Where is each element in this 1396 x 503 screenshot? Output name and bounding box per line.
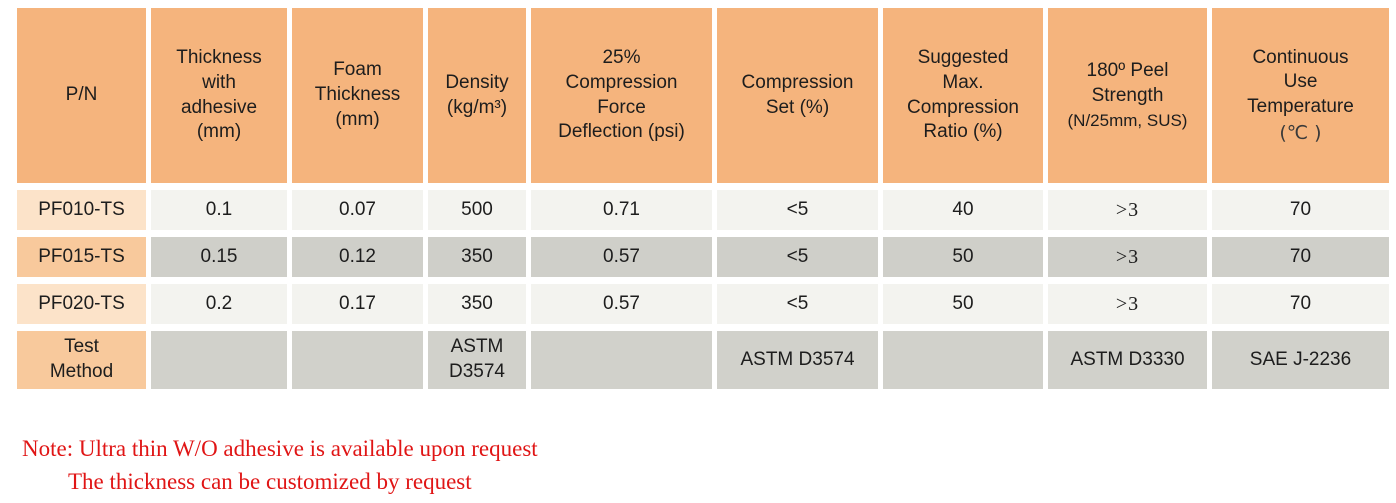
value-cell: <5: [717, 190, 878, 230]
header-row: P/N Thickness with adhesive (mm) Foam Th…: [17, 8, 1389, 183]
pn-cell: PF010-TS: [17, 190, 146, 230]
note: Note: Ultra thin W/O adhesive is availab…: [22, 432, 1396, 498]
column-header-sublabel: (℃ ): [1279, 121, 1322, 144]
value-cell: >3: [1048, 190, 1207, 230]
value-cell: 0.71: [531, 190, 712, 230]
value-cell: 50: [883, 237, 1043, 277]
column-header-label: 180º Peel Strength: [1086, 60, 1169, 106]
test-method-cell: ASTM D3574: [717, 331, 878, 389]
value-cell: 0.07: [292, 190, 423, 230]
value-cell: 50: [883, 284, 1043, 324]
column-header-label: P/N: [65, 84, 98, 106]
value-cell: <5: [717, 284, 878, 324]
table-row-pf010-ts: PF010-TS 0.1 0.07 500 0.71 <5 40 >3 70: [17, 190, 1389, 230]
value-cell: 0.17: [292, 284, 423, 324]
table-row-pf015-ts: PF015-TS 0.15 0.12 350 0.57 <5 50 >3 70: [17, 237, 1389, 277]
value-cell: 70: [1212, 237, 1389, 277]
column-header-foam-thickness: Foam Thickness (mm): [292, 8, 423, 183]
pn-cell: PF020-TS: [17, 284, 146, 324]
column-header-pn: P/N: [17, 8, 146, 183]
test-method-cell: ASTM D3574: [428, 331, 526, 389]
value-cell: 40: [883, 190, 1043, 230]
spec-table: P/N Thickness with adhesive (mm) Foam Th…: [12, 1, 1394, 396]
column-header-label: 25% Compression Force Deflection (psi): [558, 47, 685, 143]
value-cell: 0.15: [151, 237, 287, 277]
column-header-label: Density (kg/m³): [445, 71, 509, 118]
value-cell: 0.2: [151, 284, 287, 324]
value-cell: <5: [717, 237, 878, 277]
column-header-sublabel: (N/25mm, SUS): [1067, 110, 1188, 130]
value-cell: 0.1: [151, 190, 287, 230]
column-header-compression-force-deflection: 25% Compression Force Deflection (psi): [531, 8, 712, 183]
test-method-cell: [531, 331, 712, 389]
test-method-label-cell: Test Method: [17, 331, 146, 389]
column-header-continuous-use-temperature: Continuous Use Temperature (℃ ): [1212, 8, 1389, 183]
column-header-compression-set: Compression Set (%): [717, 8, 878, 183]
value-cell: >3: [1048, 284, 1207, 324]
column-header-thickness-with-adhesive: Thickness with adhesive (mm): [151, 8, 287, 183]
column-header-label: Continuous Use Temperature: [1247, 46, 1354, 117]
value-cell: 70: [1212, 190, 1389, 230]
test-method-cell: SAE J-2236: [1212, 331, 1389, 389]
pn-cell: PF015-TS: [17, 237, 146, 277]
test-method-cell: [883, 331, 1043, 389]
value-cell: 0.57: [531, 284, 712, 324]
note-line-1: Note: Ultra thin W/O adhesive is availab…: [22, 436, 538, 461]
table-row-test-method: Test Method ASTM D3574 ASTM D3574 ASTM D…: [17, 331, 1389, 389]
column-header-max-compression-ratio: Suggested Max. Compression Ratio (%): [883, 8, 1043, 183]
test-method-cell: ASTM D3330: [1048, 331, 1207, 389]
value-cell: 500: [428, 190, 526, 230]
value-cell: 0.12: [292, 237, 423, 277]
value-cell: 70: [1212, 284, 1389, 324]
value-cell: 350: [428, 237, 526, 277]
column-header-label: Compression Set (%): [741, 71, 854, 118]
column-header-label: Suggested Max. Compression Ratio (%): [907, 47, 1019, 143]
column-header-peel-strength: 180º Peel Strength (N/25mm, SUS): [1048, 8, 1207, 183]
column-header-label: Thickness with adhesive (mm): [176, 47, 262, 143]
column-header-density: Density (kg/m³): [428, 8, 526, 183]
table-row-pf020-ts: PF020-TS 0.2 0.17 350 0.57 <5 50 >3 70: [17, 284, 1389, 324]
test-method-cell: [292, 331, 423, 389]
value-cell: 350: [428, 284, 526, 324]
value-cell: 0.57: [531, 237, 712, 277]
note-line-2: The thickness can be customized by reque…: [68, 469, 472, 494]
column-header-label: Foam Thickness (mm): [314, 59, 401, 130]
value-cell: >3: [1048, 237, 1207, 277]
test-method-cell: [151, 331, 287, 389]
